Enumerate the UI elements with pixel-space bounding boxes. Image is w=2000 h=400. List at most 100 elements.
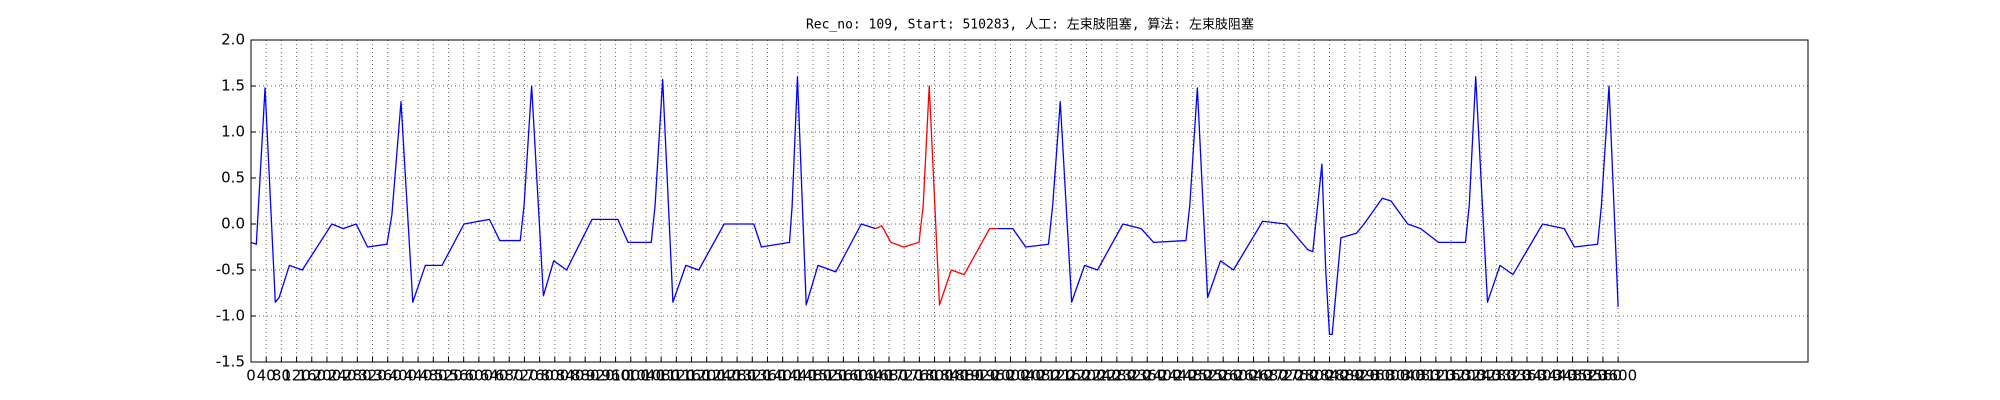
x-tick-label: 1200: [688, 367, 726, 385]
x-tick-label: 1520: [809, 367, 847, 385]
x-tick-label: 960: [601, 367, 630, 385]
y-tick-label: -1.0: [216, 307, 245, 325]
x-tick-label: 320: [358, 367, 387, 385]
x-tick-label: 160: [297, 367, 326, 385]
x-tick-label: 3360: [1508, 367, 1546, 385]
x-tick-label: 800: [540, 367, 569, 385]
y-tick-label: 1.5: [221, 77, 245, 95]
x-tick-label: 2200: [1067, 367, 1105, 385]
plot-frame: [250, 39, 1809, 363]
x-tick-label: 1760: [900, 367, 938, 385]
x-tick-label: 2920: [1341, 367, 1379, 385]
y-tick-label: 1.0: [221, 123, 245, 141]
y-tick-label: -0.5: [216, 261, 245, 279]
x-tick-label: 2720: [1265, 367, 1303, 385]
ecg-line: [250, 76, 876, 306]
x-tick-label: 1960: [976, 367, 1014, 385]
x-tick-label: 1440: [779, 367, 817, 385]
x-tick-label: 1920: [961, 367, 999, 385]
x-tick-label: 280: [343, 367, 372, 385]
x-tick-label: 2880: [1326, 367, 1364, 385]
x-tick-label: 3280: [1478, 367, 1516, 385]
x-tick-label: 2840: [1310, 367, 1348, 385]
x-tick-label: 3240: [1462, 367, 1500, 385]
x-tick-label: 2560: [1204, 367, 1242, 385]
x-tick-label: 40: [257, 367, 276, 385]
x-tick-label: 1040: [627, 367, 665, 385]
x-tick-label: 1600: [840, 367, 878, 385]
ecg-line: [997, 76, 1619, 336]
x-tick-label: 480: [419, 367, 448, 385]
x-tick-label: 520: [434, 367, 463, 385]
x-tick-label: 920: [586, 367, 615, 385]
x-tick-label: 3120: [1417, 367, 1455, 385]
x-tick-label: 2360: [1128, 367, 1166, 385]
x-tick-label: 2040: [1007, 367, 1045, 385]
y-tick-label: 2.0: [221, 31, 245, 49]
x-tick-label: 3400: [1523, 367, 1561, 385]
x-tick-label: 240: [328, 367, 357, 385]
x-tick-label: 3160: [1432, 367, 1470, 385]
x-tick-label: 1800: [915, 367, 953, 385]
x-tick-label: 3520: [1569, 367, 1607, 385]
x-tick-label: 2440: [1159, 367, 1197, 385]
x-tick-label: 600: [465, 367, 494, 385]
x-tick-label: 0: [246, 367, 256, 385]
x-tick-label: 80: [272, 367, 291, 385]
y-tick-label: -1.5: [216, 353, 245, 371]
x-tick-label: 2280: [1098, 367, 1136, 385]
x-tick-label: 1160: [672, 367, 710, 385]
x-tick-label: 3440: [1538, 367, 1576, 385]
x-tick-label: 1080: [642, 367, 680, 385]
x-tick-label: 3480: [1553, 367, 1591, 385]
x-tick-label: 2640: [1234, 367, 1272, 385]
x-tick-label: 1560: [824, 367, 862, 385]
x-tick-label: 2160: [1052, 367, 1090, 385]
x-tick-label: 760: [525, 367, 554, 385]
x-tick-label: 2800: [1295, 367, 1333, 385]
x-tick-label: 2760: [1280, 367, 1318, 385]
x-tick-label: 2000: [991, 367, 1029, 385]
x-tick-label: 2520: [1189, 367, 1227, 385]
y-tick-label: 0.0: [221, 215, 245, 233]
x-tick-label: 3040: [1386, 367, 1424, 385]
x-tick-label: 2320: [1113, 367, 1151, 385]
x-tick-label: 2680: [1250, 367, 1288, 385]
x-tick-label: 880: [571, 367, 600, 385]
ecg-line: [875, 85, 998, 306]
x-tick-label: 360: [373, 367, 402, 385]
y-tick-label: 0.5: [221, 169, 245, 187]
x-tick-label: 2120: [1037, 367, 1075, 385]
x-tick-label: 200: [313, 367, 342, 385]
x-tick-label: 1240: [703, 367, 741, 385]
x-tick-label: 400: [389, 367, 418, 385]
x-tick-label: 3320: [1493, 367, 1531, 385]
x-tick-label: 120: [282, 367, 311, 385]
x-tick-label: 3000: [1371, 367, 1409, 385]
x-tick-label: 440: [404, 367, 433, 385]
x-tick-label: 2960: [1356, 367, 1394, 385]
x-tick-label: 1840: [931, 367, 969, 385]
x-tick-label: 3200: [1447, 367, 1485, 385]
x-tick-label: 680: [495, 367, 524, 385]
x-tick-label: 720: [510, 367, 539, 385]
x-tick-label: 2600: [1219, 367, 1257, 385]
x-tick-label: 840: [556, 367, 585, 385]
x-tick-label: 3080: [1402, 367, 1440, 385]
x-tick-label: 3560: [1584, 367, 1622, 385]
x-tick-label: 1480: [794, 367, 832, 385]
x-tick-label: 1280: [718, 367, 756, 385]
x-tick-label: 560: [449, 367, 478, 385]
x-tick-label: 1880: [946, 367, 984, 385]
x-tick-label: 1400: [764, 367, 802, 385]
x-tick-label: 640: [480, 367, 509, 385]
chart-title: Rec_no: 109, Start: 510283, 人工: 左束肢阻塞, 算…: [806, 17, 1254, 33]
x-tick-label: 2080: [1022, 367, 1060, 385]
x-tick-label: 1120: [657, 367, 695, 385]
x-tick-label: 3600: [1599, 367, 1637, 385]
x-tick-label: 1000: [612, 367, 650, 385]
x-tick-label: 1360: [748, 367, 786, 385]
x-tick-label: 2240: [1083, 367, 1121, 385]
